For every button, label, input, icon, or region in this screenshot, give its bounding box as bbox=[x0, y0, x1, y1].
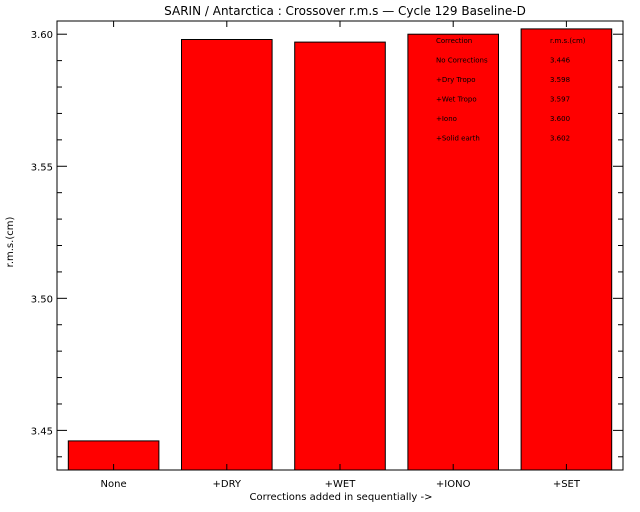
x-tick-label: +IONO bbox=[436, 479, 471, 490]
y-tick-label: 3.45 bbox=[31, 426, 53, 437]
x-tick-label: +WET bbox=[325, 479, 357, 490]
table-cell-correction: +Solid earth bbox=[436, 135, 480, 143]
y-tick-label: 3.50 bbox=[31, 294, 53, 305]
bar-wet bbox=[294, 41, 386, 471]
table-cell-correction: +Dry Tropo bbox=[436, 76, 475, 84]
table-cell-correction: +Wet Tropo bbox=[436, 96, 477, 104]
x-tick-label: None bbox=[101, 479, 127, 490]
x-tick-label: +DRY bbox=[213, 479, 242, 490]
table-cell-rms: 3.446 bbox=[550, 57, 571, 65]
correction-table: Correction r.m.s.(cm) No Corrections 3.446 +… bbox=[436, 37, 586, 143]
bar-iono bbox=[407, 33, 499, 471]
bars-group bbox=[67, 28, 613, 471]
table-cell-correction: No Corrections bbox=[436, 57, 488, 65]
axes-group: 3.45 3.50 3.55 3.60 None +DRY +WET +IONO +SET bbox=[31, 20, 624, 490]
table-header-rms: r.m.s.(cm) bbox=[550, 37, 586, 45]
bar-dry bbox=[181, 39, 273, 471]
table-cell-rms: 3.597 bbox=[550, 96, 570, 104]
y-tick-label: 3.60 bbox=[31, 30, 53, 41]
x-axis-label: Corrections added in sequentially -> bbox=[250, 492, 433, 503]
table-cell-rms: 3.600 bbox=[550, 115, 570, 123]
chart-title: SARIN / Antarctica : Crossover r.m.s — C… bbox=[164, 4, 526, 18]
table-cell-rms: 3.602 bbox=[550, 135, 570, 143]
table-cell-rms: 3.598 bbox=[550, 76, 570, 84]
table-cell-correction: +Iono bbox=[436, 115, 457, 123]
table-header-correction: Correction bbox=[436, 37, 472, 45]
bar-set bbox=[520, 28, 613, 471]
y-tick-label: 3.55 bbox=[31, 162, 53, 173]
x-tick-label: +SET bbox=[553, 479, 581, 490]
y-axis-label: r.m.s.(cm) bbox=[5, 217, 16, 268]
